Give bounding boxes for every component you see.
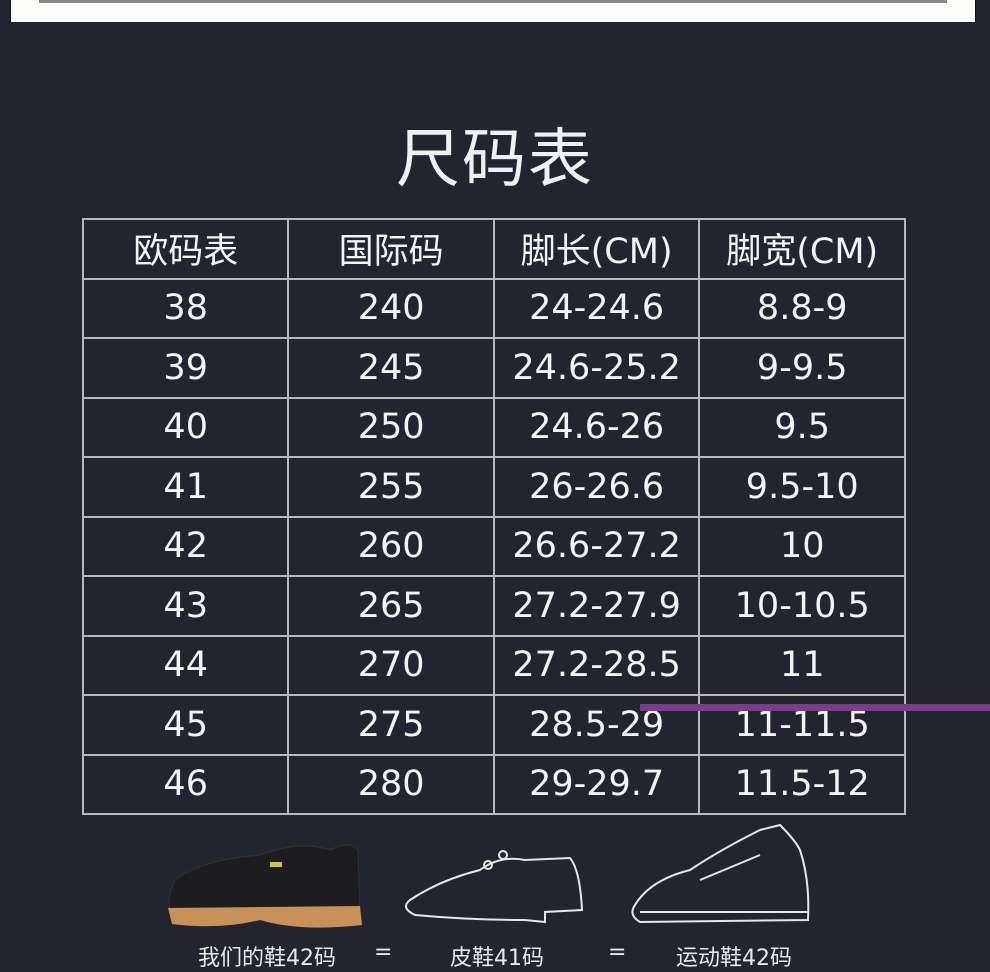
table-row: 46 280 29-29.7 11.5-12: [81, 753, 906, 815]
table-cell: 10: [698, 515, 906, 577]
table-cell: 38: [81, 277, 290, 339]
table-cell: 27.2-27.9: [492, 575, 701, 637]
table-cell: 9-9.5: [698, 337, 906, 399]
table-cell: 11: [698, 634, 906, 696]
table-cell: 9.5: [698, 396, 906, 458]
table-row: 43 265 27.2-27.9 10-10.5: [81, 575, 906, 637]
table-cell: 46: [81, 753, 290, 815]
table-cell: 44: [81, 634, 290, 696]
table-cell: 24.6-26: [492, 396, 701, 458]
table-cell: 240: [287, 277, 495, 339]
table-cell: 260: [287, 515, 495, 577]
table-cell: 250: [287, 396, 495, 458]
table-cell: 275: [287, 694, 495, 756]
table-cell: 24.6-25.2: [492, 337, 701, 399]
divider: [39, 0, 947, 3]
leather-shoe-icon: [405, 850, 584, 924]
table-cell: 41: [81, 456, 290, 518]
table-cell: 40: [81, 396, 290, 458]
table-cell: 脚宽(CM): [698, 218, 906, 280]
leather-shoe-caption: 皮鞋41码: [450, 946, 544, 971]
table-cell: 24-24.6: [492, 277, 701, 339]
size-table: 欧码表 国际码 脚长(CM) 脚宽(CM) 38 240 24-24.6 8.8-9 39 245…: [81, 218, 906, 815]
our-shoe-icon: [168, 844, 362, 928]
sneaker-icon: [631, 823, 810, 924]
shoe-illustrations: [168, 823, 810, 928]
table-row: 39 245 24.6-25.2 9-9.5: [81, 337, 906, 399]
overlay-line: [640, 704, 990, 711]
table-cell: 43: [81, 575, 290, 637]
table-cell: 265: [287, 575, 495, 637]
table-cell: 245: [287, 337, 495, 399]
table-row: 41 255 26-26.6 9.5-10: [81, 456, 906, 518]
table-cell: 270: [287, 634, 495, 696]
our-shoe-caption: 我们的鞋42码: [198, 946, 336, 971]
table-cell: 27.2-28.5: [492, 634, 701, 696]
table-cell: 26-26.6: [492, 456, 701, 518]
table-cell: 280: [287, 753, 495, 815]
table-cell: 29-29.7: [492, 753, 701, 815]
table-cell: 11.5-12: [698, 753, 906, 815]
table-cell: 9.5-10: [698, 456, 906, 518]
table-cell: 26.6-27.2: [492, 515, 701, 577]
table-row: 44 270 27.2-28.5 11: [81, 634, 906, 696]
table-row: 42 260 26.6-27.2 10: [81, 515, 906, 577]
table-cell: 脚长(CM): [492, 218, 701, 280]
table-row: 38 240 24-24.6 8.8-9: [81, 277, 906, 339]
table-header-row: 欧码表 国际码 脚长(CM) 脚宽(CM): [81, 218, 906, 280]
table-cell: 国际码: [287, 218, 495, 280]
table-cell: 45: [81, 694, 290, 756]
page-title: 尺码表: [396, 123, 594, 197]
table-cell: 255: [287, 456, 495, 518]
top-image-card: [10, 0, 976, 22]
table-row: 40 250 24.6-26 9.5: [81, 396, 906, 458]
table-cell: 39: [81, 337, 290, 399]
table-cell: 8.8-9: [698, 277, 906, 339]
sneaker-caption: 运动鞋42码: [676, 946, 792, 971]
table-cell: 10-10.5: [698, 575, 906, 637]
table-cell: 欧码表: [81, 218, 290, 280]
equals-sign: =: [374, 940, 393, 965]
table-cell: 42: [81, 515, 290, 577]
equals-sign: =: [608, 940, 627, 965]
